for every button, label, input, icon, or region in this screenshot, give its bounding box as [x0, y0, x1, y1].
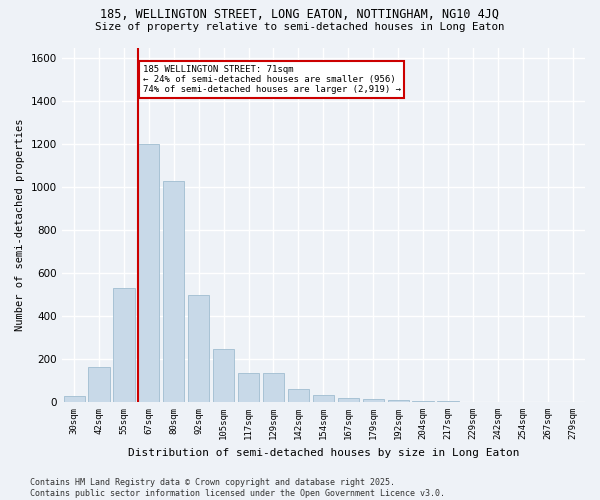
Bar — [88, 366, 110, 402]
Text: Size of property relative to semi-detached houses in Long Eaton: Size of property relative to semi-detach… — [95, 22, 505, 32]
Y-axis label: Number of semi-detached properties: Number of semi-detached properties — [15, 118, 25, 331]
Bar — [188, 294, 209, 402]
Bar — [338, 398, 359, 402]
Bar — [163, 180, 184, 402]
Bar — [238, 373, 259, 402]
Bar — [138, 144, 160, 402]
Bar — [64, 396, 85, 402]
Text: 185, WELLINGTON STREET, LONG EATON, NOTTINGHAM, NG10 4JQ: 185, WELLINGTON STREET, LONG EATON, NOTT… — [101, 8, 499, 20]
Bar — [213, 350, 234, 402]
Bar — [362, 399, 384, 402]
Bar — [263, 373, 284, 402]
Bar — [113, 288, 134, 402]
X-axis label: Distribution of semi-detached houses by size in Long Eaton: Distribution of semi-detached houses by … — [128, 448, 519, 458]
Bar — [288, 389, 309, 402]
Bar — [412, 401, 434, 402]
Text: 185 WELLINGTON STREET: 71sqm
← 24% of semi-detached houses are smaller (956)
74%: 185 WELLINGTON STREET: 71sqm ← 24% of se… — [143, 64, 401, 94]
Bar — [388, 400, 409, 402]
Bar — [313, 394, 334, 402]
Text: Contains HM Land Registry data © Crown copyright and database right 2025.
Contai: Contains HM Land Registry data © Crown c… — [30, 478, 445, 498]
